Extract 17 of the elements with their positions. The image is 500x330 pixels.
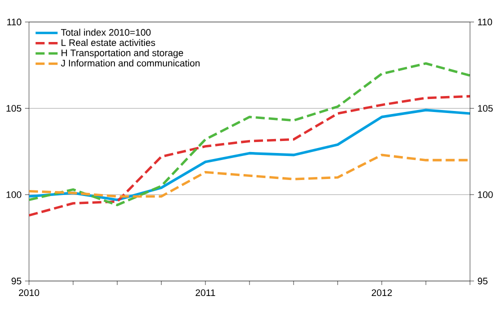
y-tick-label: 100 bbox=[6, 191, 22, 198]
line-series bbox=[29, 95, 470, 217]
y-tick-label: 105 bbox=[6, 104, 22, 112]
y-tick-label: 95 bbox=[12, 278, 22, 284]
legend-label: L Real estate activities bbox=[62, 39, 156, 46]
legend-label: Total index 2010=100 bbox=[61, 28, 151, 36]
y2-tick-label: 100 bbox=[478, 191, 493, 198]
line-series bbox=[29, 154, 470, 198]
legend-label: H Transportation and storage bbox=[62, 49, 184, 58]
legend-label: J Information and communication bbox=[60, 60, 200, 67]
y2-tick-label: 105 bbox=[478, 104, 493, 112]
y2-tick-label: 110 bbox=[478, 18, 492, 26]
x-tick-label: 2011 bbox=[196, 289, 216, 296]
x-tick-label: 2012 bbox=[372, 289, 392, 296]
y2-tick-label: 95 bbox=[478, 278, 488, 284]
y-tick-label: 110 bbox=[7, 18, 22, 26]
x-tick-label: 2010 bbox=[18, 289, 40, 296]
